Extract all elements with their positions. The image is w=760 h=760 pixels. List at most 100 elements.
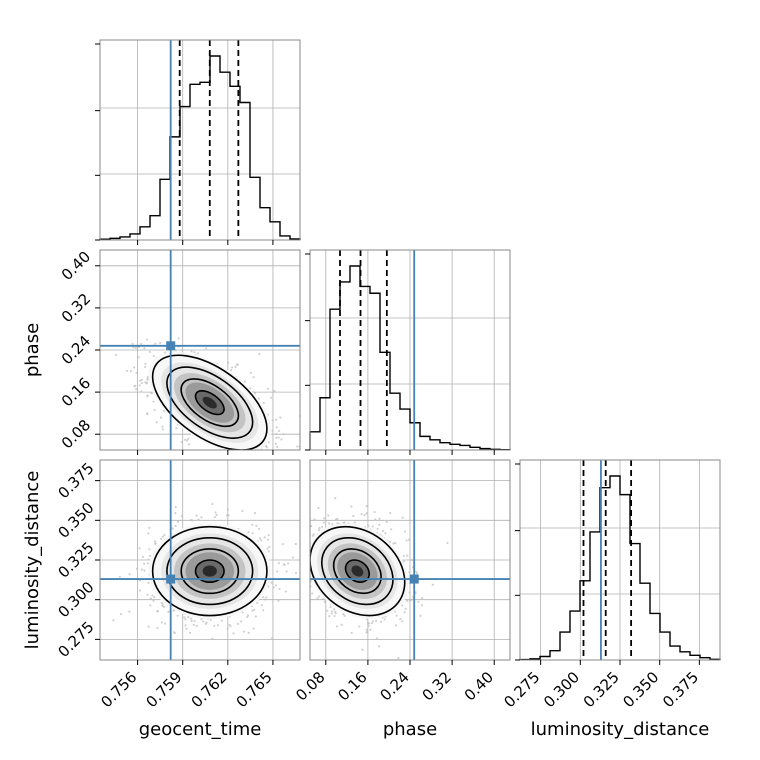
scatter-point — [138, 589, 142, 592]
scatter-point — [119, 613, 123, 616]
x-tick-label: 0.16 — [334, 668, 370, 704]
scatter-point — [375, 637, 378, 640]
scatter-point — [327, 514, 330, 517]
scatter-point — [156, 610, 160, 613]
scatter-point — [361, 648, 364, 651]
scatter-point — [257, 527, 261, 530]
scatter-point — [251, 609, 254, 612]
contour-line — [166, 366, 254, 439]
scatter-point — [277, 561, 280, 565]
scatter-point — [385, 520, 388, 524]
scatter-point — [241, 454, 243, 456]
scatter-point — [209, 618, 212, 621]
scatter-point — [153, 408, 156, 412]
scatter-point — [419, 614, 422, 617]
scatter-point — [271, 419, 274, 422]
scatter-point — [305, 581, 307, 583]
scatter-point — [159, 342, 162, 345]
scatter-point — [236, 363, 239, 366]
scatter-point — [269, 396, 273, 399]
scatter-point — [200, 516, 203, 519]
scatter-point — [147, 625, 150, 628]
scatter-point — [211, 637, 214, 640]
scatter-point — [406, 599, 409, 603]
scatter-point — [251, 523, 254, 526]
scatter-point — [174, 512, 177, 515]
scatter-point — [197, 518, 200, 521]
scatter-point — [334, 610, 337, 613]
scatter-point — [417, 600, 420, 603]
scatter-point — [144, 381, 147, 384]
scatter-point — [270, 637, 274, 640]
scatter-point — [367, 624, 370, 627]
scatter-point — [252, 376, 255, 379]
x-tick-label: 0.08 — [292, 668, 328, 704]
scatter-point — [216, 624, 220, 627]
scatter-point — [149, 597, 152, 600]
scatter-point — [304, 563, 306, 565]
contour-line — [180, 548, 240, 595]
scatter-point — [193, 619, 196, 623]
scatter-point — [399, 618, 402, 621]
scatter-point — [277, 599, 280, 602]
x-tick-label: 0.275 — [500, 668, 543, 711]
scatter-point — [125, 369, 128, 373]
scatter-point — [407, 538, 411, 541]
scatter-point — [296, 445, 299, 448]
scatter-point — [138, 547, 141, 550]
scatter-point — [408, 599, 412, 602]
contour-line — [194, 559, 225, 584]
scatter-point — [334, 497, 337, 500]
x-axis-label: phase — [383, 719, 437, 740]
contour-line — [194, 389, 225, 416]
scatter-point — [401, 516, 404, 519]
scatter-point — [148, 554, 152, 558]
scatter-point — [145, 338, 148, 341]
scatter-point — [205, 621, 208, 624]
scatter-point — [187, 437, 190, 440]
scatter-point — [366, 621, 370, 625]
scatter-point — [302, 557, 304, 559]
contour-line — [151, 525, 268, 617]
scatter-point — [403, 611, 406, 614]
scatter-point — [242, 630, 246, 633]
scatter-point — [149, 604, 152, 607]
x-axis-label: luminosity_distance — [531, 719, 710, 740]
scatter-point — [232, 632, 235, 635]
truth-marker — [409, 574, 419, 584]
scatter-point — [267, 534, 270, 537]
scatter-point — [131, 342, 134, 345]
scatter-point — [334, 518, 338, 521]
x-tick-label: 0.350 — [619, 668, 662, 711]
scatter-point — [135, 388, 138, 391]
scatter-point — [161, 535, 164, 538]
scatter-point — [240, 620, 243, 623]
y-axis-label: phase — [22, 323, 43, 377]
scatter-point — [144, 362, 147, 365]
scatter-point — [408, 571, 411, 574]
histogram-luminosity_distance — [519, 475, 721, 661]
scatter-point — [151, 594, 154, 597]
y-tick-label: 0.16 — [58, 374, 94, 410]
scatter-point — [410, 558, 414, 562]
scatter-point — [281, 543, 284, 546]
scatter-point — [146, 413, 149, 416]
scatter-point — [302, 557, 304, 559]
density-shade — [202, 565, 217, 577]
scatter-point — [141, 555, 145, 559]
scatter-point — [161, 428, 164, 431]
scatter-point — [323, 517, 326, 520]
scatter-point — [262, 401, 265, 405]
scatter-point — [343, 614, 346, 617]
scatter-point — [147, 532, 150, 535]
scatter-point — [128, 610, 131, 613]
scatter-point — [322, 521, 325, 524]
scatter-point — [410, 598, 413, 601]
scatter-point — [241, 509, 244, 512]
scatter-point — [270, 581, 273, 584]
scatter-point — [420, 604, 424, 607]
scatter-point — [326, 609, 329, 612]
scatter-point — [262, 596, 265, 599]
scatter-point — [140, 342, 143, 346]
scatter-point — [234, 365, 237, 369]
